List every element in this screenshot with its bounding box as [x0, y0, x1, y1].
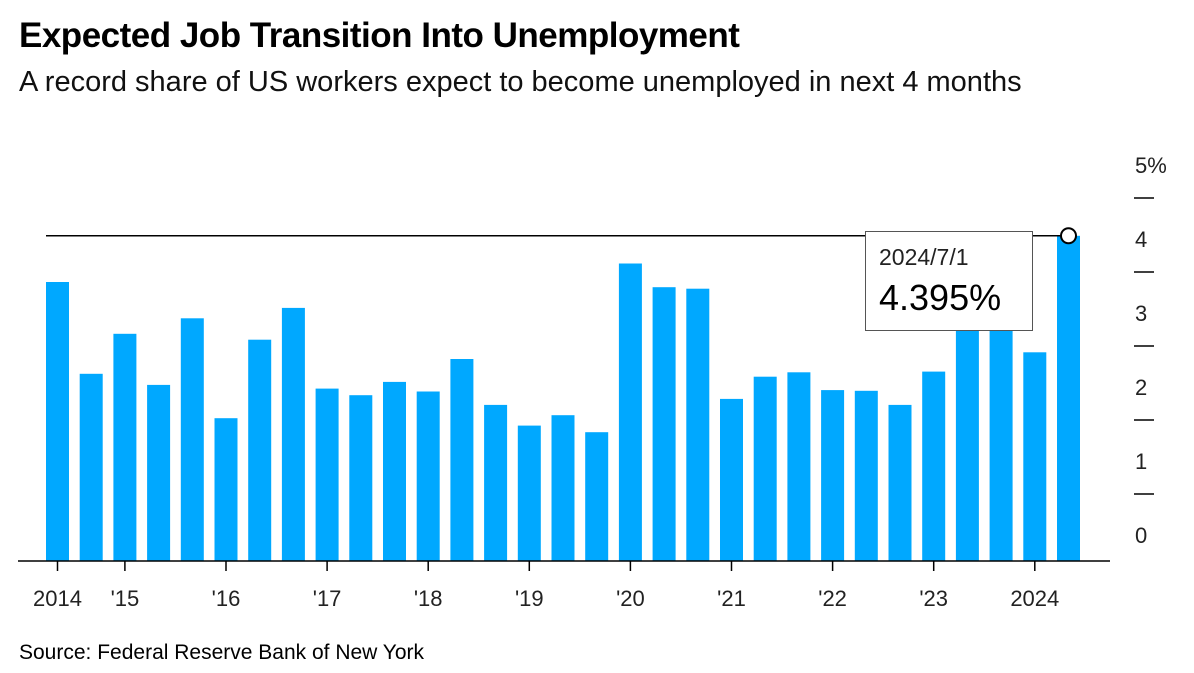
bar — [652, 287, 676, 561]
bar — [720, 398, 743, 561]
bar — [349, 395, 373, 561]
bar — [888, 404, 912, 561]
bar — [989, 302, 1013, 561]
bar — [922, 371, 946, 561]
x-tick-label: '18 — [414, 586, 443, 611]
bar — [248, 339, 272, 561]
bar — [1057, 235, 1080, 562]
x-tick-label: 2024 — [1010, 586, 1059, 611]
x-tick-label: '20 — [616, 586, 645, 611]
bar — [686, 288, 710, 561]
bar — [450, 359, 474, 561]
bar — [753, 376, 777, 561]
bar — [180, 318, 204, 561]
y-tick-label: 2 — [1135, 375, 1147, 400]
y-tick-label: 5% — [1135, 153, 1167, 178]
x-tick-label: '17 — [313, 586, 342, 611]
x-tick-label: '15 — [111, 586, 140, 611]
bar — [79, 373, 103, 561]
bar — [484, 404, 508, 561]
y-tick-label: 0 — [1135, 523, 1147, 548]
axis-layer: 0 1 2 3 4 5% 2014 '15 '16 '17 '18 '19 '20 '21 '22 '23 20… — [18, 153, 1167, 611]
bar — [955, 298, 979, 561]
bar — [854, 390, 878, 561]
x-tick-label: '19 — [515, 586, 544, 611]
bar — [113, 333, 137, 561]
bar — [618, 263, 642, 561]
x-tick-label: '21 — [717, 586, 746, 611]
tooltip-date: 2024/7/1 — [879, 244, 969, 270]
bar — [147, 384, 171, 561]
tooltip-value: 4.395% — [879, 277, 1002, 318]
bar — [214, 418, 238, 561]
bar — [551, 415, 575, 561]
x-tick-label: '23 — [919, 586, 948, 611]
y-tick-label: 1 — [1135, 449, 1147, 474]
value-tooltip: 2024/7/1 4.395% — [865, 231, 1033, 331]
bars-layer — [46, 235, 1080, 562]
bar — [46, 282, 69, 561]
chart-subtitle: A record share of US workers expect to b… — [19, 66, 1022, 98]
bar — [787, 372, 811, 561]
bar — [383, 381, 406, 561]
bar — [585, 432, 609, 561]
x-tick-label: 2014 — [33, 586, 82, 611]
y-tick-label: 4 — [1135, 227, 1147, 252]
source-note: Source: Federal Reserve Bank of New York — [19, 641, 425, 664]
bar — [821, 390, 845, 561]
bar — [517, 425, 541, 561]
y-tick-label: 3 — [1135, 301, 1147, 326]
bar — [281, 307, 305, 561]
x-tick-label: '16 — [212, 586, 241, 611]
x-tick-label: '22 — [818, 586, 847, 611]
bar — [315, 388, 339, 561]
bar — [416, 391, 440, 561]
highlight-marker — [1060, 227, 1077, 245]
chart-title: Expected Job Transition Into Unemploymen… — [19, 16, 740, 55]
bar — [1023, 352, 1047, 561]
